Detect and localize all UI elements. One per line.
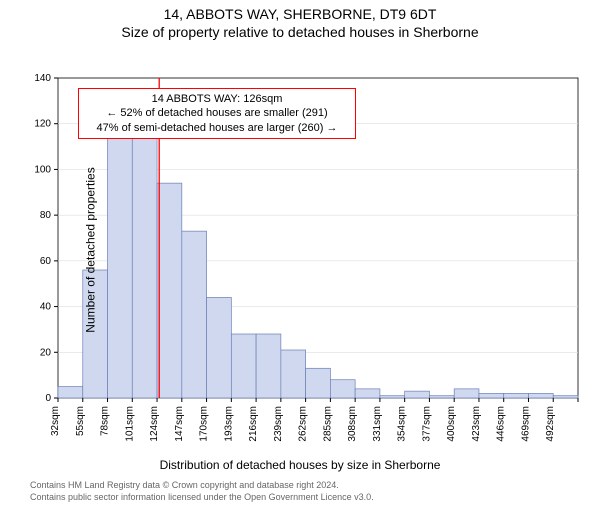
- footer-line-1: Contains HM Land Registry data © Crown c…: [30, 480, 600, 492]
- svg-text:446sqm: 446sqm: [496, 406, 507, 442]
- svg-text:423sqm: 423sqm: [471, 406, 482, 442]
- svg-text:354sqm: 354sqm: [397, 406, 408, 442]
- svg-text:308sqm: 308sqm: [347, 406, 358, 442]
- annotation-line-1: 14 ABBOTS WAY: 126sqm: [85, 92, 349, 106]
- annotation-line-2: ← 52% of detached houses are smaller (29…: [85, 106, 349, 120]
- svg-text:193sqm: 193sqm: [223, 406, 234, 442]
- svg-text:216sqm: 216sqm: [248, 406, 259, 442]
- svg-text:78sqm: 78sqm: [100, 406, 111, 436]
- chart-container: Number of detached properties 0 20 40 60 80 1…: [0, 40, 600, 460]
- annotation-line-3: 47% of semi-detached houses are larger (…: [85, 121, 349, 135]
- svg-text:32sqm: 32sqm: [50, 406, 61, 436]
- footer-line-2: Contains public sector information licen…: [30, 492, 600, 504]
- svg-text:377sqm: 377sqm: [421, 406, 432, 442]
- svg-text:331sqm: 331sqm: [372, 406, 383, 442]
- svg-text:100: 100: [34, 164, 51, 175]
- page-title: 14, ABBOTS WAY, SHERBORNE, DT9 6DT: [0, 6, 600, 22]
- svg-text:285sqm: 285sqm: [322, 406, 333, 442]
- svg-text:170sqm: 170sqm: [199, 406, 210, 442]
- svg-text:262sqm: 262sqm: [298, 406, 309, 442]
- svg-text:239sqm: 239sqm: [273, 406, 284, 442]
- svg-text:140: 140: [34, 73, 51, 84]
- svg-text:80: 80: [40, 210, 52, 221]
- svg-text:55sqm: 55sqm: [75, 406, 86, 436]
- x-axis-label: Distribution of detached houses by size …: [0, 458, 600, 472]
- svg-text:147sqm: 147sqm: [174, 406, 185, 442]
- y-axis-label: Number of detached properties: [84, 167, 98, 332]
- svg-text:101sqm: 101sqm: [124, 406, 135, 442]
- svg-text:469sqm: 469sqm: [520, 406, 531, 442]
- svg-text:40: 40: [40, 302, 52, 313]
- svg-text:0: 0: [45, 393, 51, 404]
- svg-text:400sqm: 400sqm: [446, 406, 457, 442]
- svg-text:120: 120: [34, 119, 51, 130]
- svg-text:124sqm: 124sqm: [149, 406, 160, 442]
- svg-text:492sqm: 492sqm: [545, 406, 556, 442]
- svg-text:60: 60: [40, 256, 52, 267]
- page-subtitle: Size of property relative to detached ho…: [0, 24, 600, 40]
- svg-text:20: 20: [40, 347, 52, 358]
- annotation-box: 14 ABBOTS WAY: 126sqm ← 52% of detached …: [78, 88, 356, 139]
